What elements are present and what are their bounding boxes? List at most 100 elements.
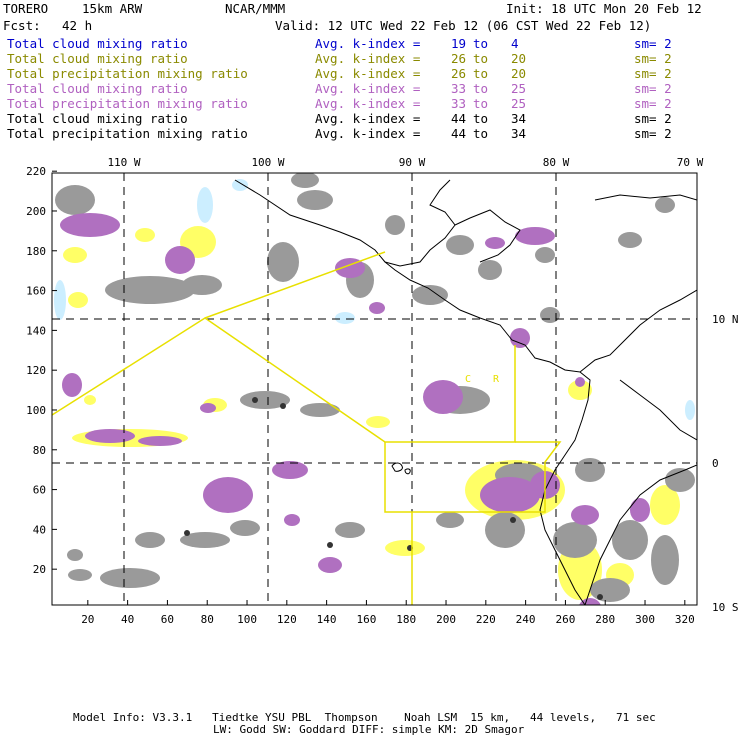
mexico-coast <box>234 179 456 267</box>
x-tick-label: 300 <box>635 613 655 626</box>
legend-v1: 26 <box>451 66 467 81</box>
legend-to: to <box>473 111 489 126</box>
legend-sm: sm= 2 <box>634 81 672 96</box>
longitude-label: 110 W <box>107 156 140 169</box>
annotation-c: C <box>465 374 471 385</box>
longitude-label: 70 W <box>677 156 704 169</box>
legend-row: Total cloud mixing ratio Avg. k-index = 44… <box>7 111 727 126</box>
x-tick-label: 40 <box>121 613 134 626</box>
legend-sm: sm= 2 <box>634 111 672 126</box>
axis-labels: 110 W 100 W 90 W 80 W 70 W 10 N 0 10 S 220 200 180… <box>26 156 738 626</box>
legend-field: Total precipitation mixing ratio <box>7 96 248 111</box>
y-tick-label: 40 <box>33 523 46 536</box>
forecast-hours: 42 h <box>62 18 93 33</box>
legend-row: Total precipitation mixing ratio Avg. k-i… <box>7 96 727 111</box>
x-tick-label: 180 <box>396 613 416 626</box>
region-boxes <box>51 251 562 605</box>
gray-cloud-field <box>55 173 695 602</box>
legend-sm: sm= 2 <box>634 36 672 51</box>
y-tick-label: 200 <box>26 205 46 218</box>
footer-line-2: LW: Godd SW: Goddard DIFF: simple KM: 2D… <box>213 723 525 736</box>
legend-v2: 20 <box>511 66 527 81</box>
legend-row: Total precipitation mixing ratio Avg. k-i… <box>7 66 727 81</box>
x-tick-label: 20 <box>81 613 94 626</box>
cyan-cloud-field <box>54 179 695 420</box>
footer-line-1: Model Info: V3.3.1 Tiedtke YSU PBL Thomp… <box>73 711 656 724</box>
x-tick-label: 200 <box>436 613 456 626</box>
purple-cloud-field <box>60 213 650 605</box>
model-name: TORERO <box>3 1 49 16</box>
legend-v2: 25 <box>511 96 527 111</box>
model-center: NCAR/MMM <box>225 1 286 16</box>
legend-kindex: Avg. k-index = <box>315 111 421 126</box>
legend-row: Total cloud mixing ratio Avg. k-index = 19… <box>7 36 727 51</box>
legend-row: Total cloud mixing ratio Avg. k-index = 26… <box>7 51 727 66</box>
legend-v2: 4 <box>511 36 519 51</box>
dark-cloud-cores <box>184 397 603 600</box>
y-tick-label: 100 <box>26 404 46 417</box>
legend-field: Total cloud mixing ratio <box>7 51 188 66</box>
legend-sm: sm= 2 <box>634 66 672 81</box>
x-tick-label: 160 <box>356 613 376 626</box>
legend-v2: 20 <box>511 51 527 66</box>
y-tick-label: 80 <box>33 444 46 457</box>
legend-row: Total cloud mixing ratio Avg. k-index = 33… <box>7 81 727 96</box>
legend-sm: sm= 2 <box>634 51 672 66</box>
latitude-label: 10 S <box>712 601 739 614</box>
longitude-label: 80 W <box>543 156 570 169</box>
y-tick-label: 140 <box>26 324 46 337</box>
legend-v1: 33 <box>451 96 467 111</box>
legend-to: to <box>473 51 489 66</box>
south-america-west-coast <box>539 371 591 605</box>
y-tick-label: 160 <box>26 285 46 298</box>
legend-field: Total cloud mixing ratio <box>7 36 188 51</box>
region-box-2 <box>204 251 386 319</box>
legend-v2: 25 <box>511 81 527 96</box>
legend-v1: 44 <box>451 111 467 126</box>
legend-v1: 26 <box>451 51 467 66</box>
legend-field: Total cloud mixing ratio <box>7 111 188 126</box>
legend-sm: sm= 2 <box>634 126 672 141</box>
legend-sm: sm= 2 <box>634 96 672 111</box>
caribbean-islands <box>594 194 697 201</box>
legend-kindex: Avg. k-index = <box>315 96 421 111</box>
plot-frame <box>51 172 698 606</box>
x-tick-label: 120 <box>277 613 297 626</box>
init-time: Init: 18 UTC Mon 20 Feb 12 <box>506 1 702 16</box>
longitude-label: 90 W <box>399 156 426 169</box>
legend-v1: 19 <box>451 36 467 51</box>
legend-to: to <box>473 36 489 51</box>
y-tick-label: 20 <box>33 563 46 576</box>
legend-v2: 34 <box>511 126 527 141</box>
x-tick-label: 100 <box>237 613 257 626</box>
y-tick-label: 180 <box>26 245 46 258</box>
legend-v1: 44 <box>451 126 467 141</box>
x-tick-label: 240 <box>516 613 536 626</box>
y-tick-label: 60 <box>33 484 46 497</box>
x-tick-label: 140 <box>317 613 337 626</box>
y-tick-label: 120 <box>26 364 46 377</box>
model-resolution: 15km ARW <box>82 1 143 16</box>
y-tick-label: 220 <box>26 165 46 178</box>
annotation-r: R <box>493 374 500 385</box>
legend-field: Total precipitation mixing ratio <box>7 126 248 141</box>
legend-to: to <box>473 66 489 81</box>
lat-lon-grid <box>52 173 697 605</box>
legend-kindex: Avg. k-index = <box>315 81 421 96</box>
legend-kindex: Avg. k-index = <box>315 36 421 51</box>
legend-v2: 34 <box>511 111 527 126</box>
x-tick-label: 80 <box>201 613 214 626</box>
legend-v1: 33 <box>451 81 467 96</box>
forecast-label: Fcst: <box>3 18 41 33</box>
latitude-label: 10 N <box>712 313 739 326</box>
map-fields <box>54 173 695 605</box>
latitude-label: 0 <box>712 457 719 470</box>
axis-ticks <box>52 170 686 605</box>
region-box-3 <box>384 441 562 513</box>
x-tick-label: 220 <box>476 613 496 626</box>
x-tick-label: 260 <box>555 613 575 626</box>
x-tick-label: 280 <box>595 613 615 626</box>
legend-kindex: Avg. k-index = <box>315 51 421 66</box>
legend-row: Total precipitation mixing ratio Avg. k-i… <box>7 126 727 141</box>
